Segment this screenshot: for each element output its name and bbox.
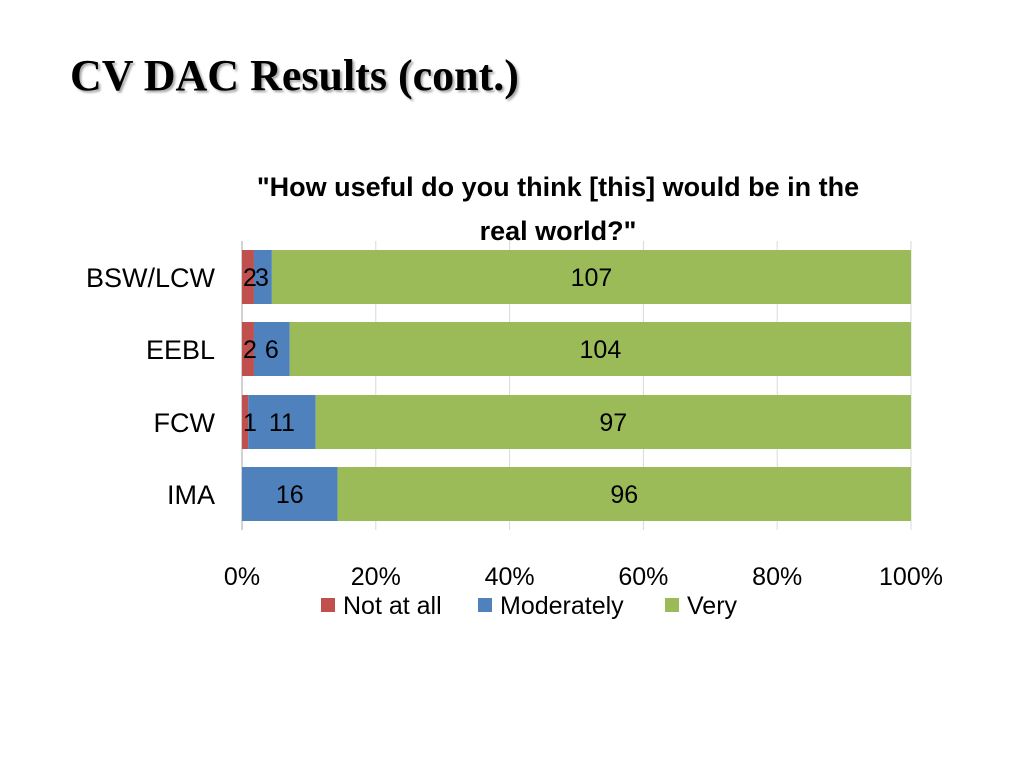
category-label-ima: IMA bbox=[167, 480, 215, 510]
data-label-eebl-very: 104 bbox=[580, 336, 622, 364]
bar-ima-very bbox=[337, 467, 912, 521]
legend-swatch-moderately bbox=[478, 598, 492, 612]
data-label-fcw-not-at-all: 1 bbox=[243, 409, 257, 437]
bar-eebl-very bbox=[289, 322, 911, 376]
data-label-ima-moderately: 16 bbox=[276, 481, 304, 509]
legend-label-moderately: Moderately bbox=[500, 592, 624, 620]
x-tick-labels: 0% 20% 40% 60% 80% 100% bbox=[224, 563, 943, 591]
slide-title: CV DAC Results (cont.) bbox=[70, 51, 519, 100]
chart-title-line-2: real world?" bbox=[480, 216, 637, 246]
bar-fcw-not-at-all bbox=[242, 395, 249, 449]
data-label-ima-very: 96 bbox=[610, 481, 638, 509]
chart-title-line-1: "How useful do you think [this] would be… bbox=[257, 172, 859, 202]
x-tick-label: 100% bbox=[879, 563, 943, 591]
data-label-fcw-moderately: 11 bbox=[269, 409, 295, 437]
bar-fcw-moderately bbox=[248, 395, 316, 449]
x-tick-label: 80% bbox=[752, 563, 802, 591]
bar-bsw-lcw-moderately bbox=[253, 250, 272, 304]
category-label-bsw-lcw: BSW/LCW bbox=[86, 263, 216, 293]
legend: Not at all Moderately Very bbox=[321, 592, 738, 620]
data-label-eebl-moderately: 6 bbox=[265, 336, 279, 364]
legend-label-very: Very bbox=[687, 592, 738, 620]
data-label-bsw-lcw-not-at-all: 2 bbox=[243, 264, 257, 292]
x-tick-label: 0% bbox=[224, 563, 260, 591]
bar-bsw-lcw-very bbox=[271, 250, 911, 304]
bars bbox=[242, 250, 912, 521]
category-labels: BSW/LCW EEBL FCW IMA bbox=[86, 263, 216, 510]
data-label-fcw-very: 97 bbox=[599, 409, 627, 437]
bar-eebl-moderately bbox=[253, 322, 290, 376]
category-label-fcw: FCW bbox=[154, 408, 216, 438]
x-tick-label: 40% bbox=[485, 563, 535, 591]
data-label-eebl-not-at-all: 2 bbox=[243, 336, 257, 364]
data-label-bsw-lcw-moderately: 3 bbox=[255, 264, 269, 292]
data-label-bsw-lcw-very: 107 bbox=[571, 264, 613, 292]
bar-fcw-very bbox=[315, 395, 911, 449]
bar-bsw-lcw-not-at-all bbox=[242, 250, 254, 304]
category-label-eebl: EEBL bbox=[146, 335, 215, 365]
x-tick-label: 20% bbox=[351, 563, 401, 591]
bar-eebl-not-at-all bbox=[242, 322, 254, 376]
bar-ima-moderately bbox=[242, 467, 338, 521]
legend-label-not-at-all: Not at all bbox=[343, 592, 442, 620]
legend-swatch-not-at-all bbox=[321, 598, 335, 612]
legend-swatch-very bbox=[665, 598, 679, 612]
x-tick-label: 60% bbox=[618, 563, 668, 591]
